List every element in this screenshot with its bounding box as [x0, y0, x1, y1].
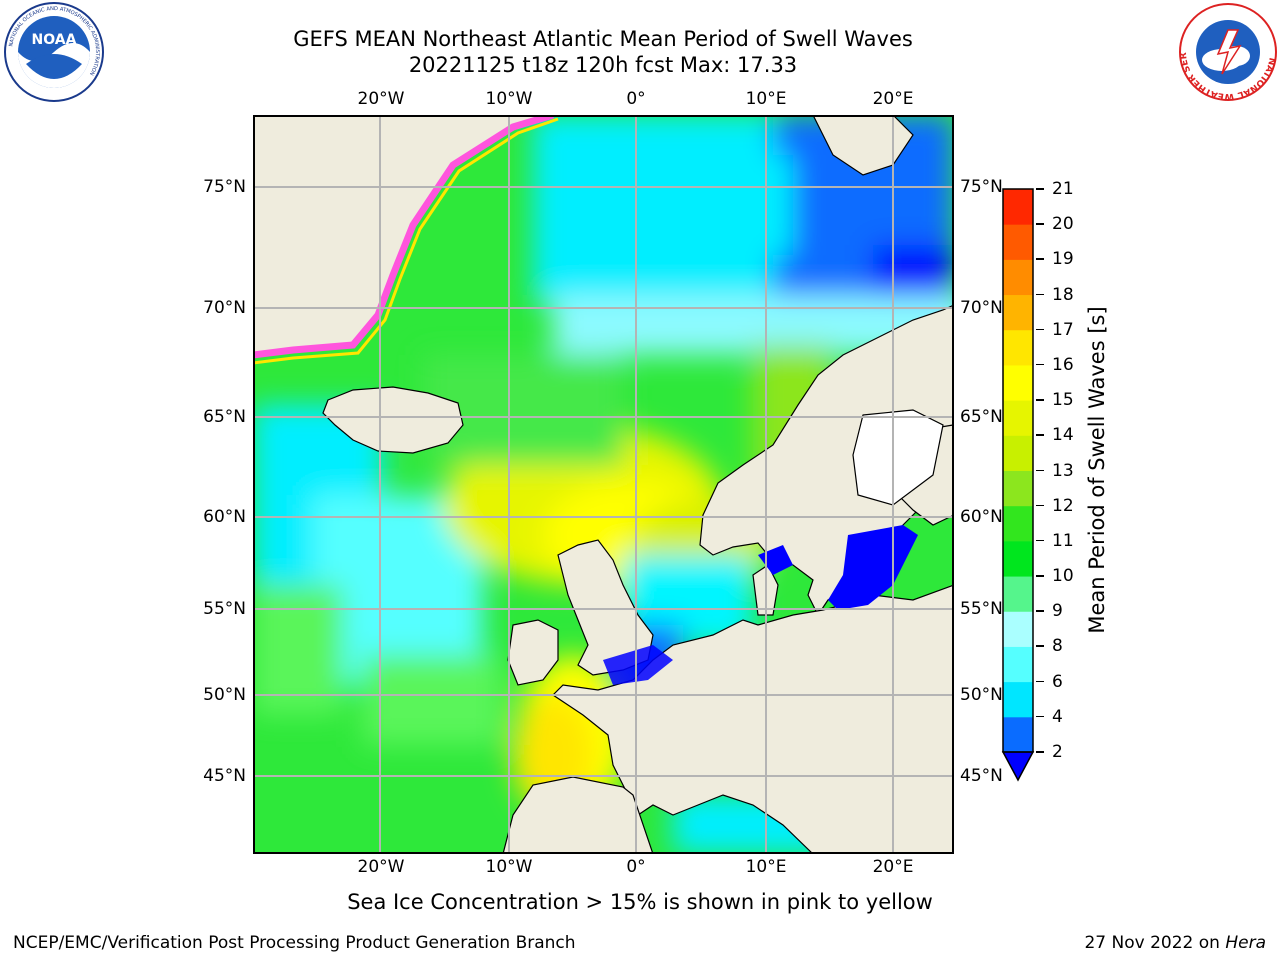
lat-label-left-65n: 65°N [203, 407, 246, 427]
colorbar-band [1003, 400, 1033, 436]
lat-label-left-70n: 70°N [203, 298, 246, 318]
colorbar-tick-mark [1036, 539, 1044, 542]
colorbar-tick-mark [1036, 751, 1044, 753]
colorbar-tick-label: 6 [1052, 671, 1063, 692]
noaa-logo: NOAA NATIONAL OCEANIC AND ATMOSPHERIC AD… [4, 2, 104, 102]
lon-label-top-0: 0° [626, 89, 646, 109]
colorbar-band [1003, 576, 1033, 612]
colorbar-band [1003, 611, 1033, 647]
colorbar-under-triangle [1001, 751, 1035, 782]
lon-label-bottom-0: 0° [626, 857, 646, 877]
colorbar-band [1003, 716, 1033, 753]
map-frame [253, 115, 954, 854]
lat-label-left-45n: 45°N [203, 766, 246, 786]
lon-label-top-10e: 10°E [745, 89, 787, 109]
swell-period-field [253, 115, 954, 854]
sea-ice-edge [253, 115, 555, 359]
lon-label-top-10w: 10°W [485, 89, 533, 109]
colorbar [1001, 188, 1035, 782]
colorbar-tick-mark [1036, 258, 1044, 260]
footer-date: 27 Nov 2022 on Hera [1084, 933, 1266, 953]
colorbar-tick-mark [1036, 188, 1044, 190]
colorbar-tick-label: 9 [1052, 601, 1063, 622]
sea-ice-note: Sea Ice Concentration > 15% is shown in … [347, 890, 933, 914]
colorbar-band [1003, 294, 1033, 331]
colorbar-band [1003, 681, 1033, 718]
lon-label-bottom-10w: 10°W [485, 857, 533, 877]
lat-label-right-70n: 70°N [960, 298, 1003, 318]
colorbar-tick-mark [1036, 328, 1044, 331]
colorbar-tick-label: 17 [1052, 319, 1074, 340]
lat-label-right-45n: 45°N [960, 766, 1003, 786]
lat-label-right-50n: 50°N [960, 685, 1003, 705]
colorbar-band [1003, 189, 1033, 225]
english-channel [603, 645, 673, 685]
lat-label-right-65n: 65°N [960, 407, 1003, 427]
colorbar-tick-mark [1036, 715, 1044, 718]
colorbar-frame [1002, 188, 1034, 753]
colorbar-tick-mark [1036, 504, 1044, 507]
colorbar-tick-mark [1036, 645, 1044, 647]
colorbar-tick-label: 16 [1052, 354, 1074, 375]
lon-label-top-20w: 20°W [357, 89, 405, 109]
lat-label-right-60n: 60°N [960, 507, 1003, 527]
colorbar-tick-label: 15 [1052, 390, 1074, 411]
colorbar-tick-mark [1036, 469, 1044, 471]
lon-label-bottom-20w: 20°W [357, 857, 405, 877]
lat-label-left-60n: 60°N [203, 507, 246, 527]
colorbar-band [1003, 259, 1033, 296]
noaa-logo-text: NOAA [32, 32, 77, 48]
baltic-sea [828, 525, 918, 610]
colorbar-tick-mark [1036, 293, 1044, 296]
lat-label-right-55n: 55°N [960, 599, 1003, 619]
lon-label-bottom-10e: 10°E [745, 857, 787, 877]
colorbar-tick-label: 2 [1052, 742, 1063, 762]
colorbar-band [1003, 505, 1033, 542]
footer-date-text: 27 Nov 2022 on [1084, 933, 1220, 953]
colorbar-tick-mark [1036, 363, 1044, 366]
chart-subtitle: 20221125 t18z 120h fcst Max: 17.33 [408, 53, 798, 77]
colorbar-tick-mark [1036, 610, 1044, 612]
lat-label-left-50n: 50°N [203, 685, 246, 705]
colorbar-tick-label: 20 [1052, 214, 1074, 235]
colorbar-tick-mark [1036, 575, 1044, 577]
colorbar-title: Mean Period of Swell Waves [s] [1085, 306, 1109, 634]
colorbar-tick-mark [1036, 680, 1044, 683]
colorbar-tick-mark [1036, 434, 1044, 436]
colorbar-tick-label: 21 [1052, 179, 1074, 199]
colorbar-tick-mark [1036, 399, 1044, 401]
colorbar-band [1003, 646, 1033, 683]
colorbar-tick-mark [1036, 223, 1044, 225]
gulf-of-bothnia [852, 409, 944, 506]
colorbar-tick-label: 13 [1052, 460, 1074, 481]
map-panel [253, 115, 954, 854]
colorbar-tick-label: 4 [1052, 706, 1063, 727]
lat-label-left-75n: 75°N [203, 177, 246, 197]
colorbar-band [1003, 329, 1033, 366]
colorbar-tick-label: 14 [1052, 425, 1074, 446]
colorbar-tick-label: 19 [1052, 249, 1074, 270]
colorbar-tick-label: 10 [1052, 566, 1074, 587]
lat-label-right-75n: 75°N [960, 177, 1003, 197]
nws-logo: NATIONAL WEATHER SERVICE [1178, 2, 1277, 101]
lat-label-left-55n: 55°N [203, 599, 246, 619]
colorbar-band [1003, 435, 1033, 471]
graticule [253, 115, 954, 854]
colorbar-tick-label: 11 [1052, 530, 1074, 551]
colorbar-band [1003, 540, 1033, 577]
lon-label-top-20e: 20°E [872, 89, 914, 109]
colorbar-band [1003, 364, 1033, 401]
colorbar-tick-label: 18 [1052, 284, 1074, 305]
colorbar-tick-label: 8 [1052, 636, 1063, 657]
lon-label-bottom-20e: 20°E [872, 857, 914, 877]
footer-credit: NCEP/EMC/Verification Post Processing Pr… [13, 933, 576, 953]
colorbar-band [1003, 224, 1033, 260]
colorbar-band [1003, 470, 1033, 507]
colorbar-tick-label: 12 [1052, 495, 1074, 516]
sea-ice-edge-outer [253, 117, 559, 365]
land [253, 115, 954, 854]
footer-machine: Hera [1225, 933, 1266, 953]
chart-title: GEFS MEAN Northeast Atlantic Mean Period… [293, 27, 913, 51]
